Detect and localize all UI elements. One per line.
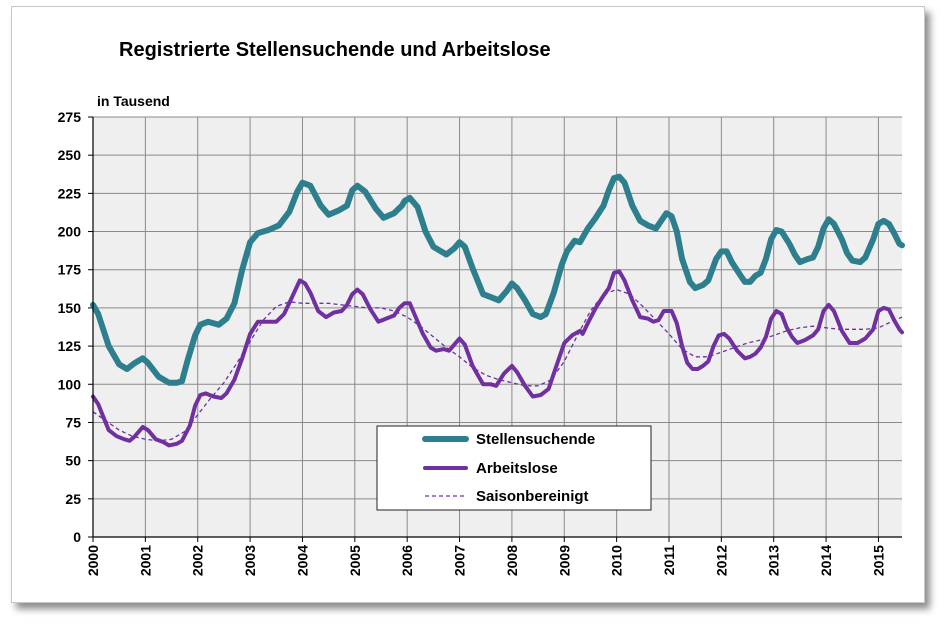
y-axis-unit-label: in Tausend [97,93,170,109]
y-tick-label: 150 [58,300,82,316]
y-tick-label: 50 [65,453,81,469]
series-line-stellensuchende [90,173,905,386]
legend: Stellensuchende Arbeitslose Saisonberein… [376,425,652,511]
y-axis-ticks: 0 25 50 75 100 125 150 175 200 225 250 275 [58,109,93,545]
x-tick-label: 2014 [818,545,834,576]
series-line-arbeitslose [91,269,904,448]
x-tick-label: 2015 [870,545,886,576]
x-tick-label: 2007 [452,545,468,576]
x-tick-label: 2005 [347,545,363,576]
y-tick-label: 275 [58,109,82,125]
y-tick-label: 75 [65,414,81,430]
line-chart: Registrierte Stellensuchende und Arbeits… [58,39,905,576]
x-tick-label: 2002 [190,545,206,576]
legend-item-saisonbereinigt: Saisonbereinigt [425,488,589,505]
x-tick-label: 2011 [661,545,677,576]
y-tick-label: 175 [58,262,82,278]
chart-frame: Registrierte Stellensuchende und Arbeits… [11,6,925,603]
y-tick-label: 200 [58,224,82,240]
x-tick-label: 2012 [713,545,729,576]
legend-label-saisonbereinigt: Saisonbereinigt [476,488,589,505]
x-tick-label: 2013 [766,545,782,576]
y-tick-label: 0 [73,529,81,545]
chart-title: Registrierte Stellensuchende und Arbeits… [119,39,551,61]
x-tick-label: 2006 [399,545,415,576]
x-tick-label: 2008 [504,545,520,576]
legend-item-stellensuchende: Stellensuchende [422,431,595,448]
y-tick-label: 25 [65,491,81,507]
y-tick-label: 125 [58,338,82,354]
series-lines [90,173,905,448]
axes [92,117,902,538]
x-tick-label: 2003 [242,545,258,576]
y-tick-label: 225 [58,185,82,201]
x-tick-label: 2004 [294,545,310,576]
legend-item-arbeitslose: Arbeitslose [423,460,558,477]
x-axis-ticks: 2000 2001 2002 2003 2004 2005 2006 2007 2008 2009… [85,537,886,576]
x-tick-label: 2010 [609,545,625,576]
x-tick-label: 2001 [137,545,153,576]
y-tick-label: 250 [58,147,82,163]
legend-label-arbeitslose: Arbeitslose [476,460,558,477]
legend-label-stellensuchende: Stellensuchende [476,431,595,448]
y-tick-label: 100 [58,376,82,392]
x-tick-label: 2000 [85,545,101,576]
x-tick-label: 2009 [556,545,572,576]
